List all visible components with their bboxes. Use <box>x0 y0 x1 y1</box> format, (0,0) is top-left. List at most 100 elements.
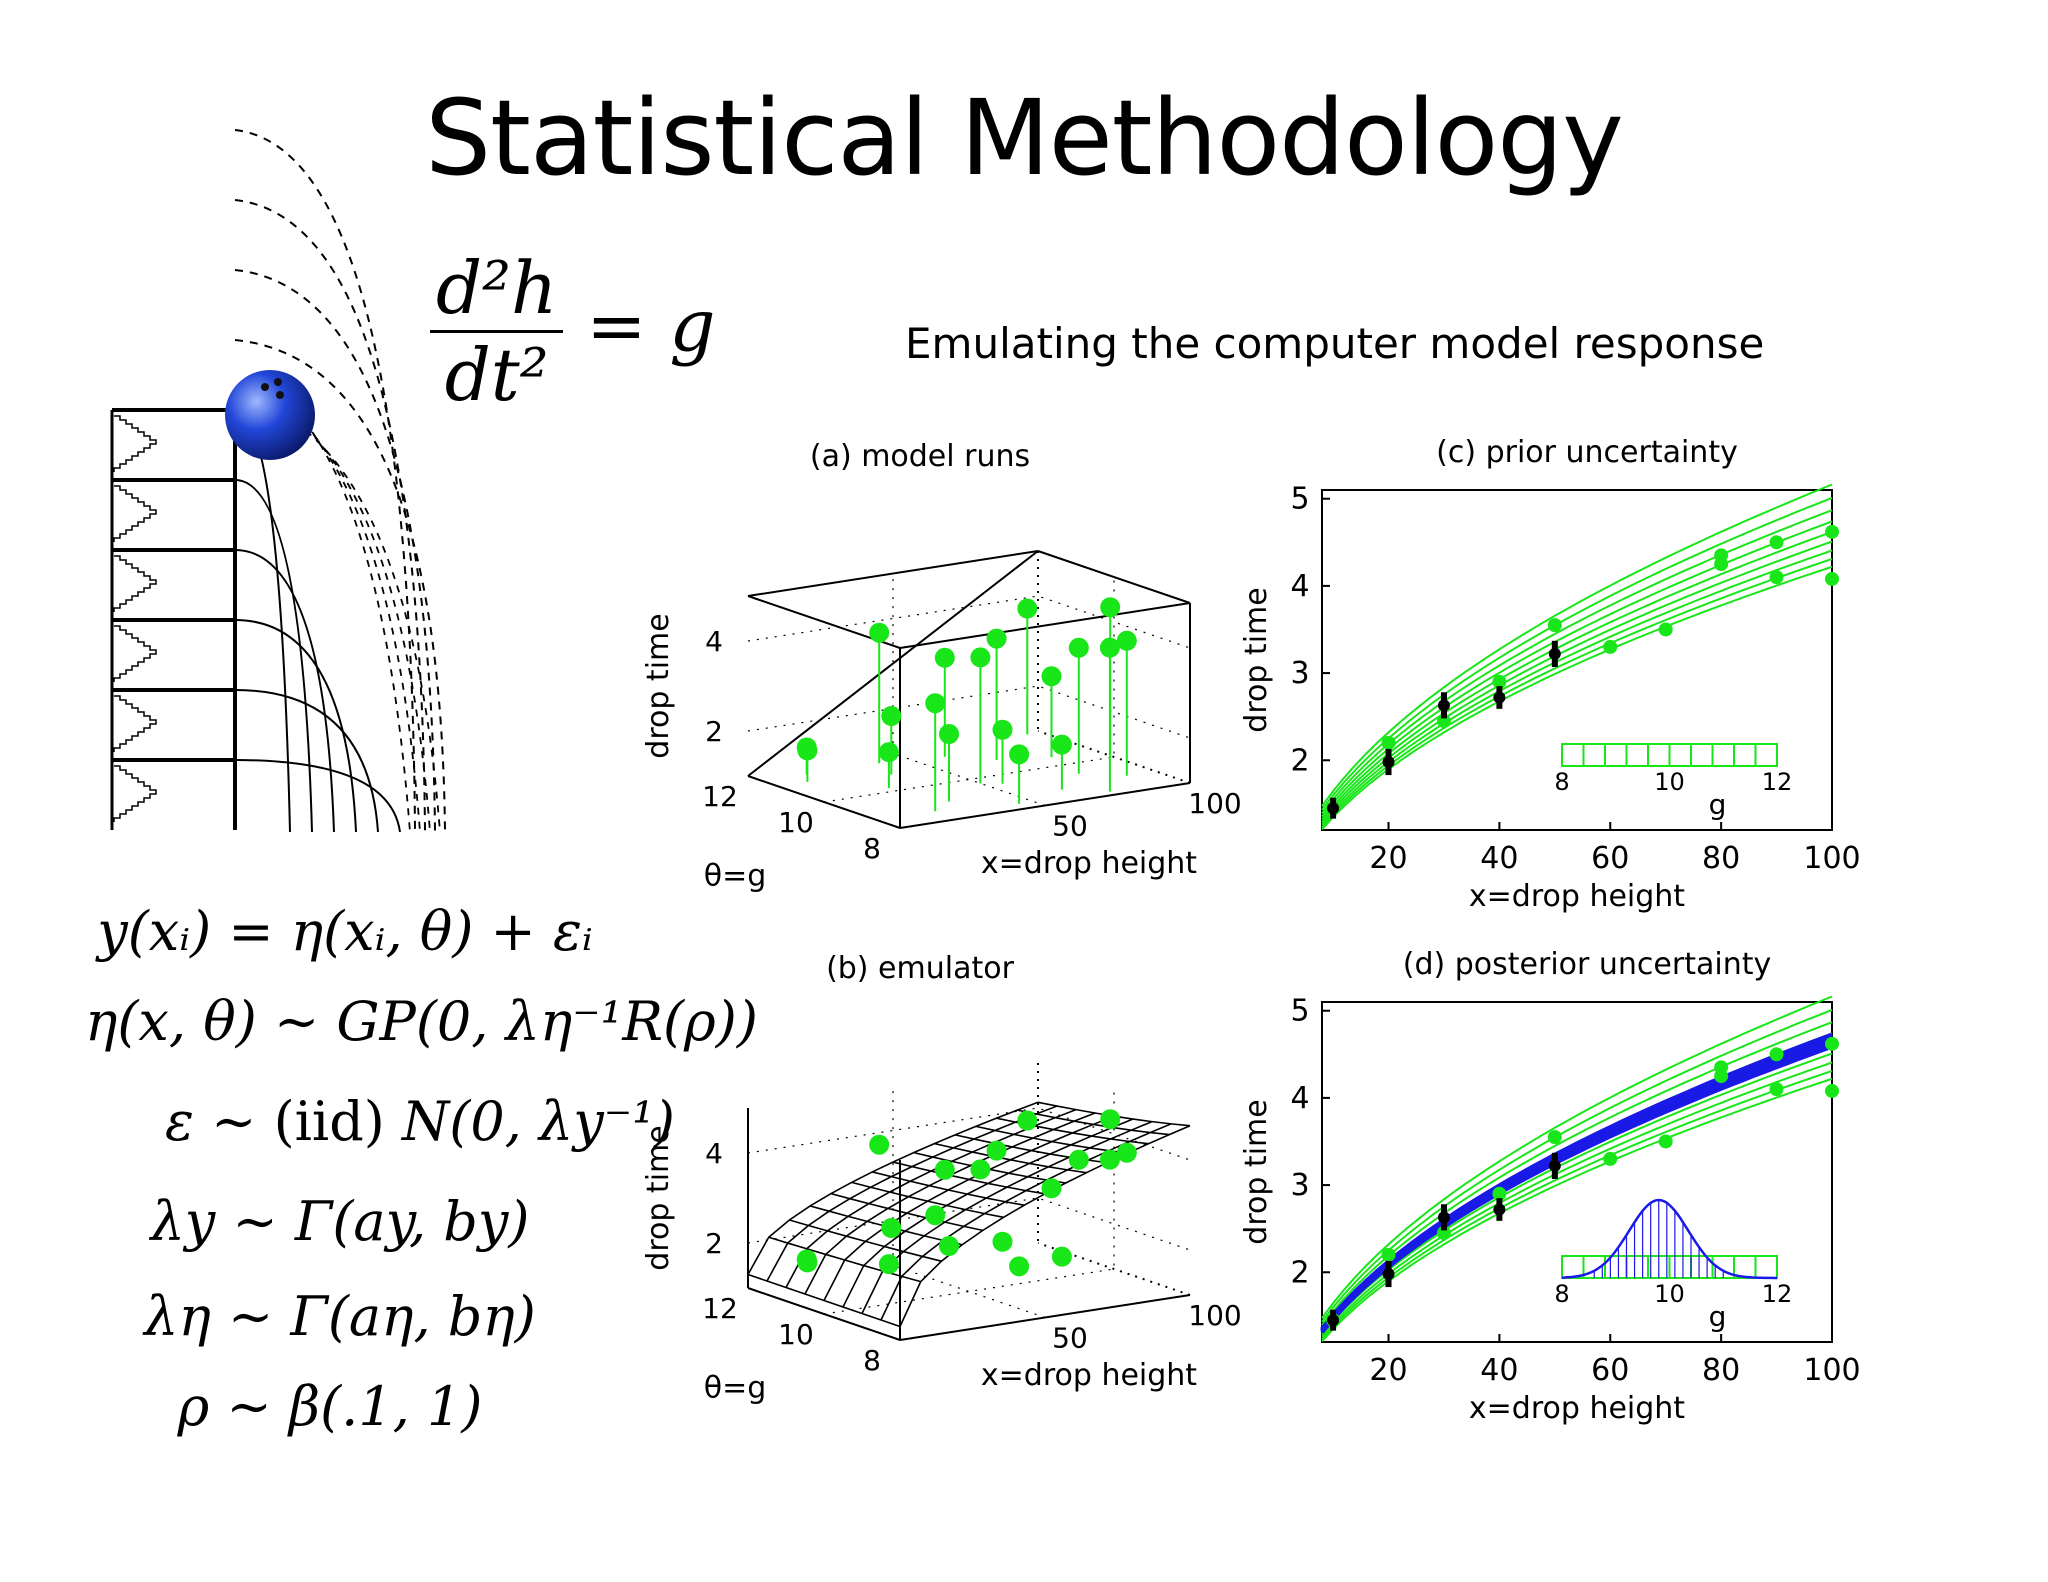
x-axis-label: x=drop height <box>981 1358 1197 1393</box>
plot-frame <box>1321 1001 1833 1343</box>
y-tick-label: 2 <box>1290 743 1309 778</box>
run-point <box>934 647 955 668</box>
run-point <box>1769 1082 1784 1097</box>
box-edge <box>1037 550 1191 604</box>
z-tick-label: 2 <box>705 1227 723 1260</box>
equation-rhs: N(0, λy⁻¹) <box>402 1090 675 1153</box>
run-point <box>881 1218 902 1239</box>
equation-line: λy ∼ Γ(ay, by) <box>80 1190 600 1253</box>
drop-tower-illustration <box>110 129 446 833</box>
box-edge <box>899 782 1191 829</box>
field-point <box>1437 699 1450 712</box>
run-point <box>878 742 899 763</box>
run-point <box>1658 1134 1673 1149</box>
prior-curve <box>1321 1021 1833 1326</box>
y-tick-label: 2 <box>1290 1255 1309 1290</box>
tower-staircase <box>113 625 157 682</box>
y-tick-label: 8 <box>863 1344 881 1377</box>
slide-subtitle: Emulating the computer model response <box>905 319 1765 368</box>
tower-frame <box>110 408 237 830</box>
run-point <box>1041 1178 1062 1199</box>
equation-rhs: Γ(ay, by) <box>294 1190 530 1253</box>
equation-relation: ∼ <box>215 1190 295 1253</box>
run-point <box>796 1249 817 1270</box>
x-tick-label: 100 <box>1803 1353 1860 1388</box>
inset-posterior-density <box>1561 1198 1777 1280</box>
run-point <box>1381 735 1396 750</box>
tower-staircase <box>113 415 157 472</box>
box-edge <box>1037 730 1191 784</box>
y-tick-label: 8 <box>863 832 881 865</box>
run-point <box>939 724 959 744</box>
posterior-curve <box>1320 1040 1833 1333</box>
trajectory-dashed <box>294 409 411 833</box>
y-axis-label: drop time <box>1240 587 1274 732</box>
run-point <box>1017 598 1038 619</box>
surface-mesh-line <box>747 1101 1039 1275</box>
run-point <box>986 1140 1007 1161</box>
chart-prior-uncertainty: (c) prior uncertainty 20 40 60 80 100 2 3 4 5 x=dr… <box>1240 435 1861 914</box>
tower-staircase <box>113 555 157 612</box>
inset-prior-bin <box>1561 743 1585 767</box>
run-point <box>1009 1256 1030 1277</box>
trajectory-dashed <box>234 199 426 833</box>
prior-curve <box>1321 1032 1833 1330</box>
equation-lhs: λy <box>150 1190 216 1253</box>
ode-equation: d²h dt² = g <box>430 246 716 417</box>
tower-staircase <box>113 765 157 822</box>
x-tick-label: 100 <box>1803 841 1860 876</box>
trajectory-solid <box>234 549 335 833</box>
run-point <box>1100 1109 1121 1130</box>
ball-hole <box>261 383 269 391</box>
box-edge <box>747 775 901 829</box>
run-point <box>925 1205 946 1226</box>
equation-relation: ∼ (iid) <box>194 1090 402 1153</box>
grid-line <box>892 573 1046 807</box>
x-tick-label: 40 <box>1480 841 1518 876</box>
run-point <box>939 1236 959 1256</box>
box-edge <box>747 1287 901 1341</box>
tower-staircase <box>113 485 157 542</box>
run-point <box>1116 1142 1137 1163</box>
y-tick-label: 10 <box>778 806 814 839</box>
y-tick-label: 5 <box>1290 994 1309 1029</box>
equation-rhs: Γ(aη, bη) <box>290 1285 536 1348</box>
ode-denominator: dt² <box>444 333 549 417</box>
run-point <box>1714 557 1729 572</box>
tower-staircase <box>113 695 157 752</box>
field-point <box>1548 647 1561 660</box>
field-point <box>1493 1203 1506 1216</box>
trajectory-dashed <box>234 339 446 833</box>
run-point <box>869 1134 890 1155</box>
surface-mesh-line <box>830 1192 984 1232</box>
grid-line <box>823 577 1115 803</box>
run-point <box>1769 1047 1784 1062</box>
run-point <box>1825 1036 1839 1051</box>
run-point <box>1825 571 1839 586</box>
grid-line <box>892 1085 1046 1319</box>
y-axis-label: drop time <box>1240 1099 1274 1244</box>
run-point <box>1100 597 1121 618</box>
chart-title: (c) prior uncertainty <box>1436 435 1738 470</box>
prior-curve <box>1321 1052 1833 1335</box>
prior-curve <box>1321 1042 1833 1333</box>
prior-curve <box>1321 557 1833 828</box>
prior-curve <box>1321 496 1833 811</box>
x-tick-label: 100 <box>1188 1299 1241 1332</box>
equation-relation: ∼ <box>209 1375 289 1438</box>
field-point <box>1493 691 1506 704</box>
trajectory-solid <box>234 759 401 833</box>
equation-lhs: ρ <box>177 1375 210 1438</box>
equation-rhs: β(.1, 1) <box>288 1375 483 1438</box>
field-point <box>1382 1268 1395 1280</box>
box-edge <box>747 550 1039 777</box>
run-point <box>1825 1083 1839 1098</box>
run-point <box>1436 1226 1451 1241</box>
inset-prior-bin <box>1711 743 1735 767</box>
x-axis-label: x=drop height <box>981 846 1197 881</box>
run-point <box>869 622 890 643</box>
inset-tick-label: 10 <box>1654 1280 1685 1308</box>
x-tick-label: 80 <box>1702 1353 1740 1388</box>
equation-lhs: ε <box>165 1090 195 1153</box>
chart-title: (d) posterior uncertainty <box>1403 947 1771 982</box>
